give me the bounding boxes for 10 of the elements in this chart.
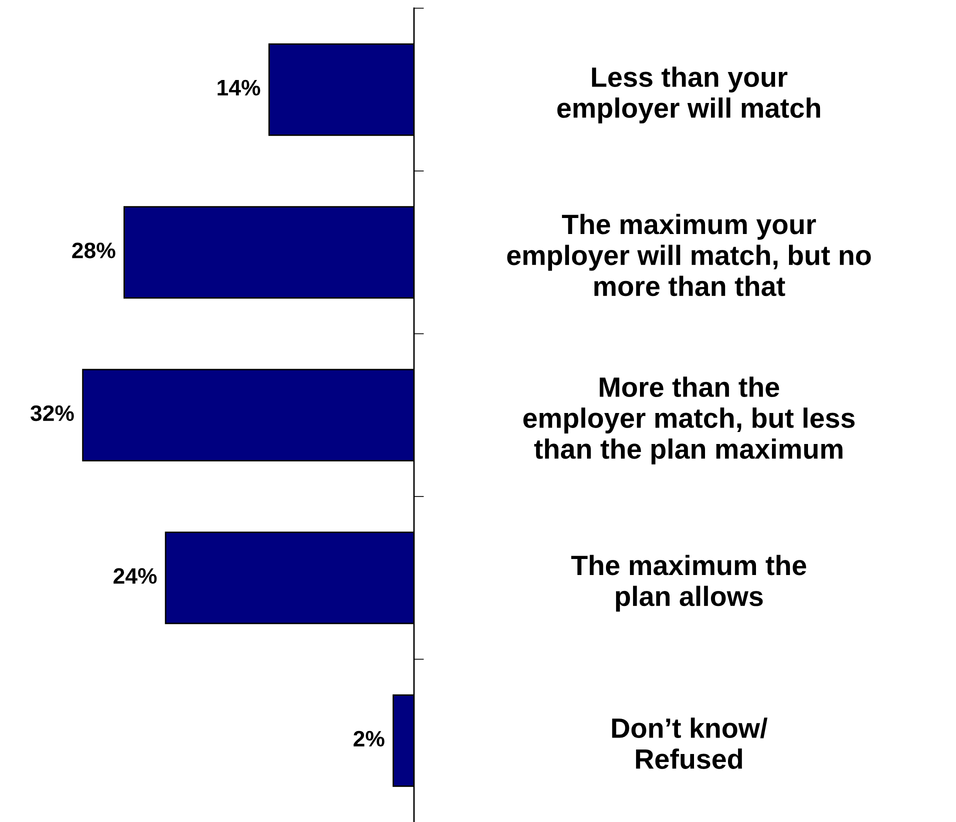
data-label: 24%: [114, 568, 157, 584]
y-tick-label: Less than your employer will match: [557, 66, 820, 124]
y-tick-label: The maximum the plan allows: [571, 554, 806, 612]
y-tick-label: Don’t know/ Refused: [612, 718, 768, 769]
y-tick-label: More than the employer match, but less than the plan maximum: [523, 376, 855, 464]
data-label: 2%: [354, 730, 384, 747]
data-label: 32%: [30, 405, 74, 422]
y-tick-label: The maximum your employer will match, but no more than that: [507, 214, 871, 296]
data-label: 28%: [72, 242, 116, 258]
data-label: 14%: [218, 80, 260, 96]
